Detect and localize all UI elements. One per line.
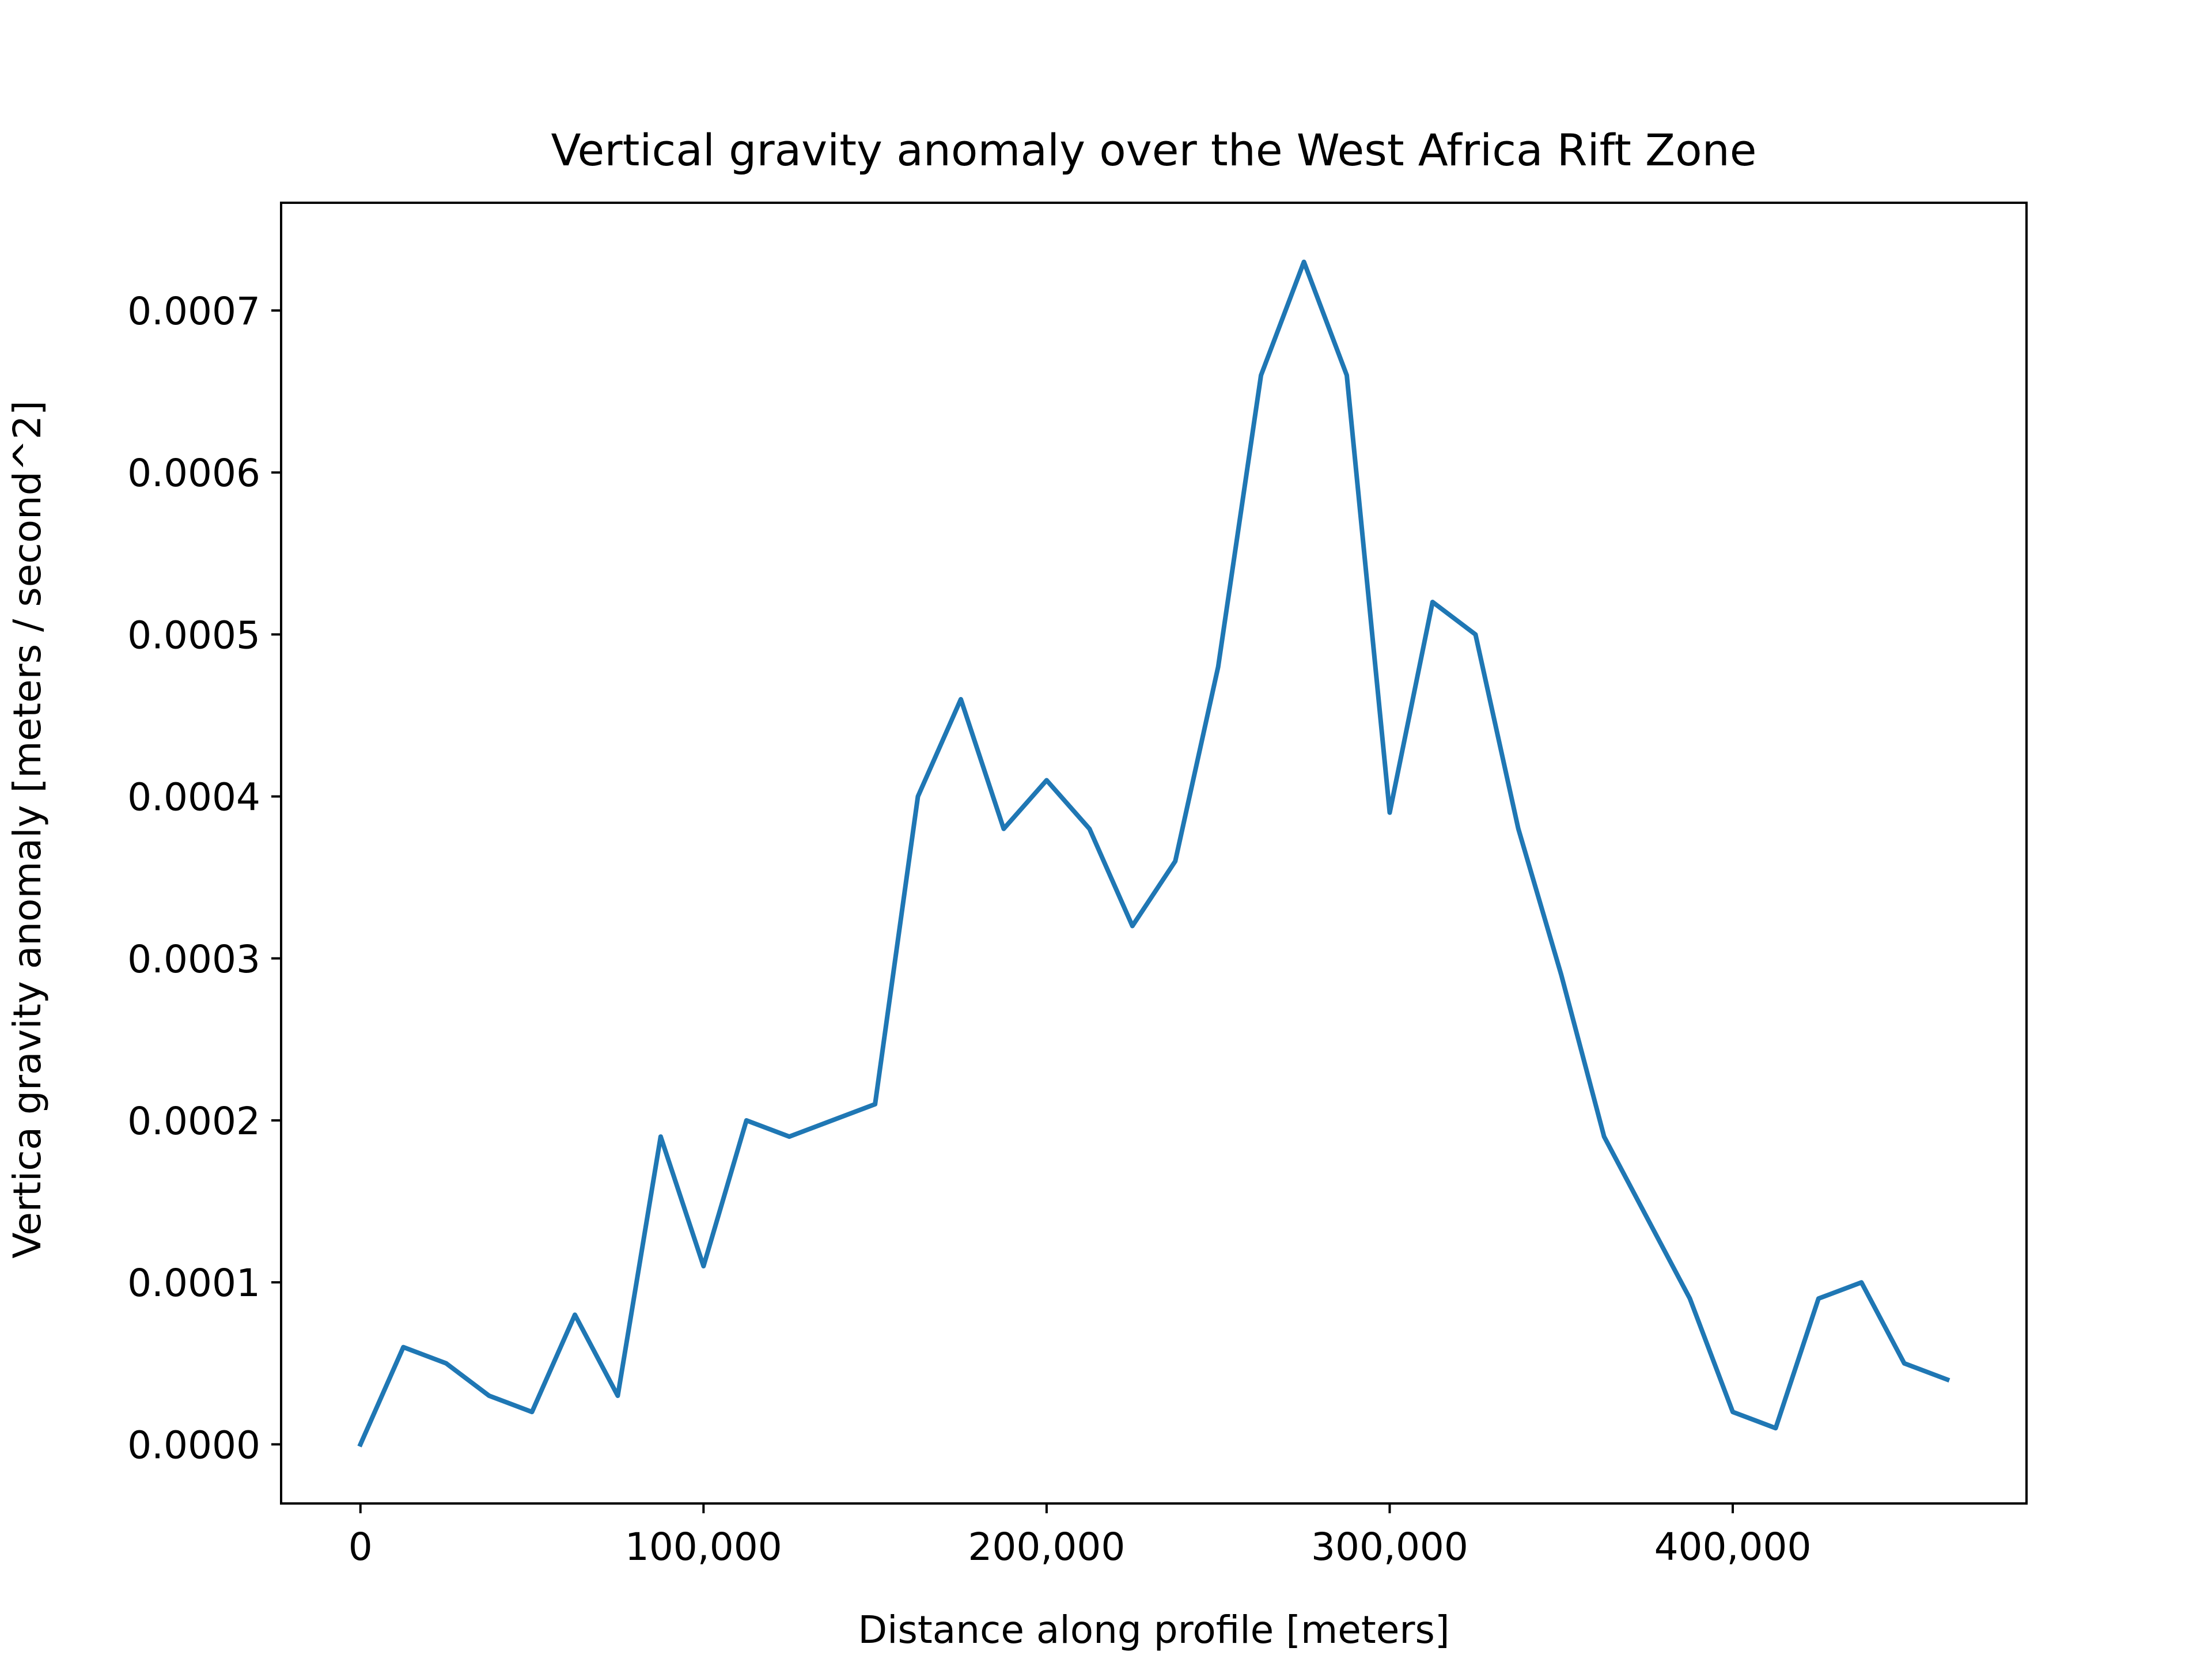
y-axis: 0.0000 0.0001 0.0002 0.0003 0.0004 0.0005 0.00… — [127, 289, 281, 1467]
y-axis-label: Vertica gravity anomaly [meters / second… — [5, 400, 50, 1259]
y-tick-label: 0.0003 — [127, 937, 260, 982]
chart-title: Vertical gravity anomaly over the West A… — [551, 124, 1756, 176]
y-tick-label: 0.0001 — [127, 1261, 260, 1305]
x-tick-label: 0 — [349, 1525, 373, 1569]
y-tick-label: 0.0007 — [127, 289, 260, 334]
x-axis-label: Distance along profile [meters] — [858, 1608, 1449, 1652]
x-tick-label: 300,000 — [1311, 1525, 1468, 1569]
x-tick-label: 200,000 — [968, 1525, 1125, 1569]
y-tick-label: 0.0004 — [127, 775, 260, 820]
series-line — [357, 259, 1950, 1448]
x-axis: 0 100,000 200,000 300,000 400,000 — [349, 1503, 1812, 1569]
x-tick-label: 100,000 — [625, 1525, 782, 1569]
y-tick-label: 0.0006 — [127, 451, 260, 495]
plot-frame — [280, 202, 2028, 1505]
y-tick-label: 0.0005 — [127, 613, 260, 657]
y-tick-label: 0.0002 — [127, 1099, 260, 1143]
x-tick-label: 400,000 — [1654, 1525, 1812, 1569]
plot-area — [280, 202, 2028, 1505]
y-tick-label: 0.0000 — [127, 1423, 260, 1467]
